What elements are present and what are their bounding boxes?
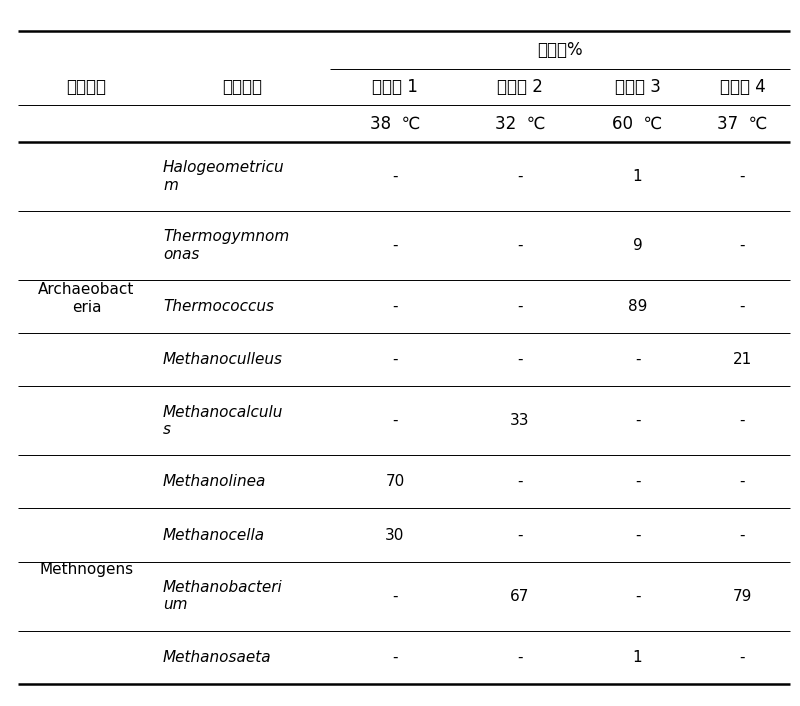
Text: 系统发育: 系统发育 (222, 78, 262, 95)
Text: -: - (518, 169, 522, 184)
Text: -: - (518, 299, 522, 314)
Text: -: - (392, 169, 398, 184)
Text: 1: 1 (633, 650, 642, 664)
Text: -: - (634, 413, 640, 429)
Text: Methnogens: Methnogens (39, 562, 134, 577)
Text: -: - (740, 238, 746, 253)
Text: -: - (518, 527, 522, 542)
Text: -: - (740, 527, 746, 542)
Text: -: - (392, 299, 398, 314)
Text: 实施例 3: 实施例 3 (614, 78, 661, 96)
Text: Methanobacteri
um: Methanobacteri um (163, 580, 282, 612)
Text: -: - (392, 238, 398, 253)
Text: -: - (634, 352, 640, 367)
Text: Methanosaeta: Methanosaeta (163, 650, 272, 664)
Text: 38  ℃: 38 ℃ (370, 115, 420, 133)
Text: -: - (634, 589, 640, 604)
Text: Halogeometricu
m: Halogeometricu m (163, 160, 285, 193)
Text: -: - (634, 527, 640, 542)
Text: 21: 21 (733, 352, 752, 367)
Text: 33: 33 (510, 413, 530, 429)
Text: Methanolinea: Methanolinea (163, 474, 266, 489)
Text: 9: 9 (633, 238, 642, 253)
Text: -: - (518, 238, 522, 253)
Text: 1: 1 (633, 169, 642, 184)
Text: Methanocella: Methanocella (163, 527, 265, 542)
Text: 32  ℃: 32 ℃ (495, 115, 545, 133)
Text: 古菌类型: 古菌类型 (66, 78, 106, 95)
Text: 79: 79 (733, 589, 752, 604)
Text: Archaeobact
eria: Archaeobact eria (38, 282, 134, 315)
Text: Methanocalculu
s: Methanocalculu s (163, 405, 283, 437)
Text: -: - (740, 299, 746, 314)
Text: 70: 70 (386, 474, 405, 489)
Text: -: - (740, 474, 746, 489)
Text: Thermococcus: Thermococcus (163, 299, 274, 314)
Text: 67: 67 (510, 589, 530, 604)
Text: -: - (518, 650, 522, 664)
Text: -: - (392, 589, 398, 604)
Text: 60  ℃: 60 ℃ (613, 115, 662, 133)
Text: -: - (392, 650, 398, 664)
Text: 丰度，%: 丰度，% (537, 41, 583, 59)
Text: -: - (634, 474, 640, 489)
Text: Thermogymnom
onas: Thermogymnom onas (163, 229, 290, 261)
Text: -: - (392, 352, 398, 367)
Text: 89: 89 (628, 299, 647, 314)
Text: -: - (392, 413, 398, 429)
Text: -: - (518, 352, 522, 367)
Text: -: - (740, 169, 746, 184)
Text: 30: 30 (386, 527, 405, 542)
Text: 实施例 2: 实施例 2 (497, 78, 543, 96)
Text: -: - (740, 650, 746, 664)
Text: 实施例 1: 实施例 1 (372, 78, 418, 96)
Text: -: - (740, 413, 746, 429)
Text: 实施例 4: 实施例 4 (720, 78, 766, 96)
Text: Methanoculleus: Methanoculleus (163, 352, 283, 367)
Text: -: - (518, 474, 522, 489)
Text: 37  ℃: 37 ℃ (718, 115, 768, 133)
